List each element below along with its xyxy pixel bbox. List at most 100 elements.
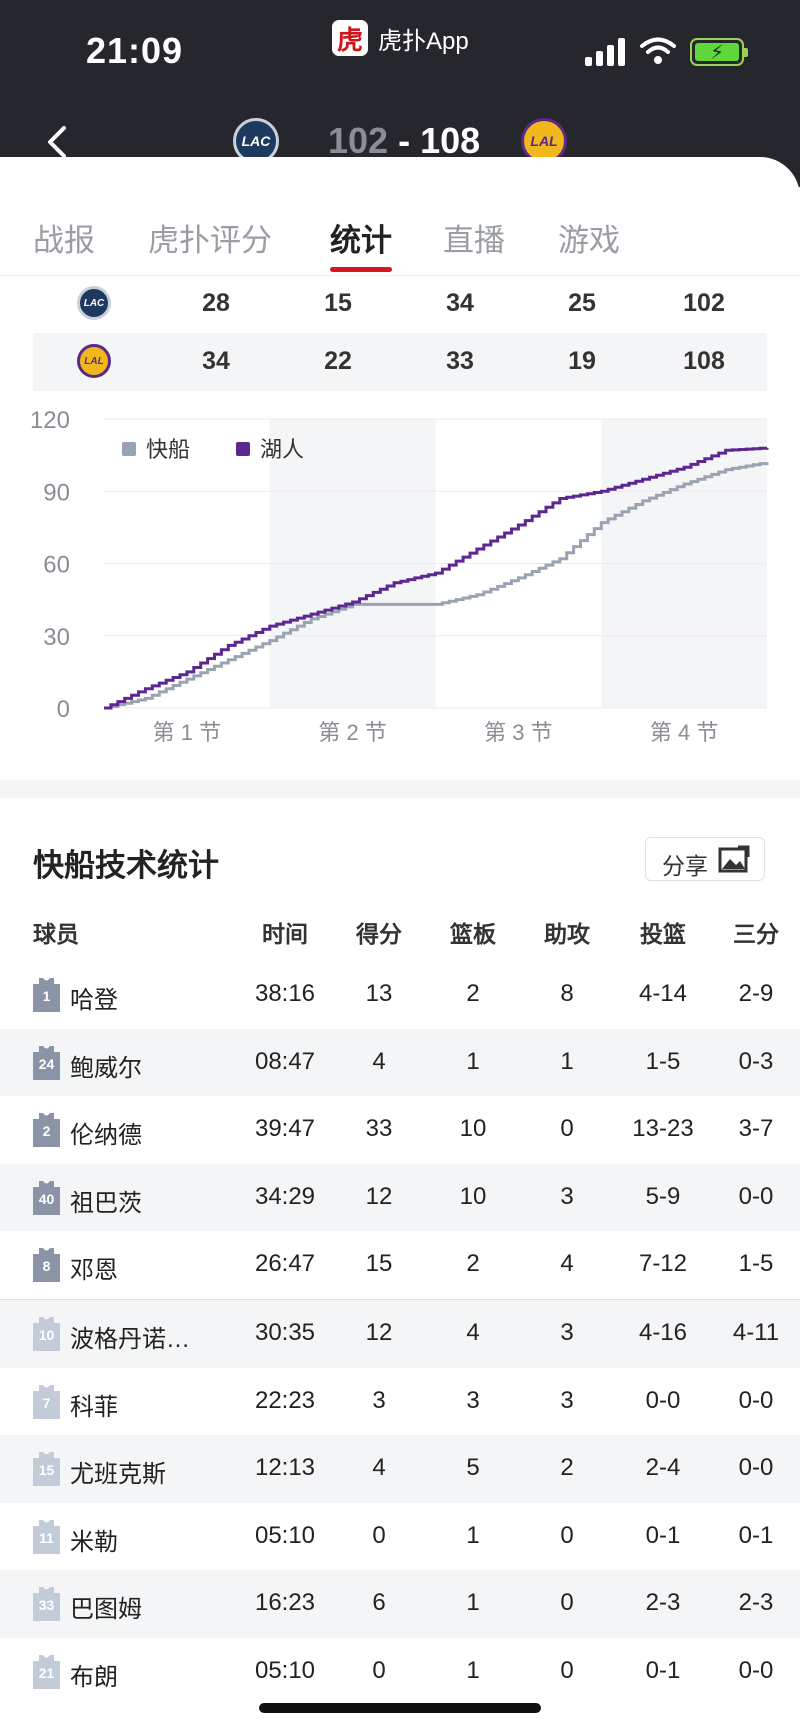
stat-pts: 3 xyxy=(372,1386,386,1414)
stat-pts: 4 xyxy=(372,1454,386,1482)
home-score: 102 xyxy=(328,120,389,161)
player-name[interactable]: 哈登 xyxy=(70,987,118,1014)
jersey-icon: 2 xyxy=(33,1113,60,1148)
active-tab-indicator xyxy=(330,267,392,272)
stat-pts: 13 xyxy=(365,980,393,1007)
tab-bar: 战报 虎扑评分 统计 直播 游戏 xyxy=(0,187,800,276)
stat-reb: 1 xyxy=(466,1047,480,1075)
cellular-signal-icon xyxy=(585,38,627,66)
stat-time: 05:10 xyxy=(254,1521,316,1549)
player-name[interactable]: 伦纳德 xyxy=(70,1122,142,1150)
tab-live[interactable]: 直播 xyxy=(443,223,505,258)
player-row[interactable]: 1 哈登 38:16 13 2 8 4-14 2-9 xyxy=(0,961,800,1029)
jersey-number: 7 xyxy=(42,1394,51,1411)
stat-fg: 4-16 xyxy=(638,1318,688,1346)
player-name[interactable]: 波格丹诺… xyxy=(70,1325,190,1353)
share-button[interactable]: 分享 xyxy=(645,837,765,881)
top-bar: 21:09 虎 虎扑App ⚡ LAC 102 - 108 LAL xyxy=(0,0,800,187)
content-sheet: 战报 虎扑评分 统计 直播 游戏 xyxy=(0,157,800,1731)
player-name[interactable]: 巴图姆 xyxy=(70,1596,142,1624)
stat-ast: 0 xyxy=(560,1521,574,1549)
jersey-icon: 15 xyxy=(33,1452,60,1487)
app-name: 虎扑App xyxy=(378,27,469,55)
stat-three: 4-11 xyxy=(732,1318,780,1346)
stat-ast: 2 xyxy=(560,1454,574,1482)
jersey-icon: 11 xyxy=(33,1519,60,1554)
x-category-label: 第 3 节 xyxy=(484,720,552,745)
stat-ast: 3 xyxy=(560,1182,574,1210)
clippers-logo-icon[interactable]: LAC xyxy=(233,118,279,164)
stat-three: 3-7 xyxy=(738,1115,774,1143)
stat-reb: 1 xyxy=(466,1521,480,1549)
player-row[interactable]: 8 邓恩 26:47 15 2 4 7-12 1-5 xyxy=(0,1231,800,1299)
jersey-number: 24 xyxy=(38,1055,55,1072)
home-indicator xyxy=(259,1703,541,1713)
jersey-icon: 21 xyxy=(33,1654,60,1689)
lakers-logo-icon[interactable]: LAL xyxy=(521,118,567,164)
battery-icon: ⚡ xyxy=(690,38,748,66)
tab-report[interactable]: 战报 xyxy=(33,223,95,258)
col-assists[interactable]: 助攻 xyxy=(544,921,590,947)
stats-section-title: 快船技术统计 xyxy=(33,848,219,883)
stat-pts: 12 xyxy=(365,1318,393,1346)
player-row[interactable]: 24 鲍威尔 08:47 4 1 1 1-5 0-3 xyxy=(0,1028,800,1097)
player-name[interactable]: 邓恩 xyxy=(70,1257,118,1285)
legend-swatch xyxy=(236,442,250,456)
back-arrow-icon[interactable] xyxy=(38,122,78,162)
stat-time: 22:23 xyxy=(254,1386,316,1414)
stat-fg: 0-0 xyxy=(645,1386,681,1414)
col-rebounds[interactable]: 篮板 xyxy=(450,921,496,947)
quarter-score: 25 xyxy=(568,289,596,317)
player-row[interactable]: 15 尤班克斯 12:13 4 5 2 2-4 0-0 xyxy=(0,1435,800,1503)
y-tick-label: 0 xyxy=(57,696,70,723)
stat-reb: 1 xyxy=(466,1656,480,1684)
stat-time: 16:23 xyxy=(254,1589,316,1617)
tab-games[interactable]: 游戏 xyxy=(558,223,620,258)
player-row[interactable]: 33 巴图姆 16:23 6 1 0 2-3 2-3 xyxy=(0,1570,800,1638)
player-name[interactable]: 鲍威尔 xyxy=(70,1054,142,1082)
tab-stats[interactable]: 统计 xyxy=(330,223,392,258)
col-three-pointers[interactable]: 三分 xyxy=(733,921,779,947)
player-name[interactable]: 布朗 xyxy=(70,1663,118,1691)
col-time[interactable]: 时间 xyxy=(262,921,308,947)
legend-swatch xyxy=(122,442,136,456)
player-row[interactable]: 40 祖巴茨 34:29 12 10 3 5-9 0-0 xyxy=(0,1163,800,1232)
stat-time: 34:29 xyxy=(254,1182,316,1210)
col-points[interactable]: 得分 xyxy=(356,921,402,947)
stat-fg: 7-12 xyxy=(638,1250,688,1278)
player-row[interactable]: 11 米勒 05:10 0 1 0 0-1 0-1 xyxy=(0,1503,800,1571)
stat-reb: 2 xyxy=(466,980,480,1007)
stat-pts: 4 xyxy=(372,1047,386,1075)
jersey-number: 11 xyxy=(39,1529,54,1546)
jersey-icon: 1 xyxy=(33,978,60,1012)
series-line-lakers xyxy=(104,446,769,710)
stat-pts: 12 xyxy=(365,1182,393,1210)
stat-fg: 0-1 xyxy=(645,1656,681,1684)
quarter-score-table: LAC 28 15 34 25 102 LAL 34 22 33 19 108 xyxy=(33,275,767,391)
player-row[interactable]: 21 布朗 05:10 0 1 0 0-1 0-0 xyxy=(0,1638,800,1706)
jersey-icon: 40 xyxy=(33,1180,60,1215)
y-tick-label: 30 xyxy=(43,624,70,651)
jersey-number: 2 xyxy=(42,1123,51,1140)
jersey-icon: 8 xyxy=(33,1248,60,1283)
col-player[interactable]: 球员 xyxy=(33,921,79,947)
stat-reb: 2 xyxy=(466,1250,480,1278)
player-row[interactable]: 2 伦纳德 39:47 33 10 0 13-23 3-7 xyxy=(0,1096,800,1164)
stat-ast: 8 xyxy=(560,980,574,1007)
stat-ast: 1 xyxy=(560,1047,574,1075)
stat-time: 30:35 xyxy=(254,1318,316,1346)
col-field-goals[interactable]: 投篮 xyxy=(640,921,686,947)
player-row[interactable]: 10 波格丹诺… 30:35 12 4 3 4-16 4-11 xyxy=(0,1298,800,1368)
stat-time: 26:47 xyxy=(254,1250,316,1278)
stat-three: 2-9 xyxy=(738,980,774,1007)
jersey-icon: 7 xyxy=(33,1384,60,1419)
player-name[interactable]: 祖巴茨 xyxy=(70,1189,142,1217)
player-row[interactable]: 7 科菲 22:23 3 3 3 0-0 0-0 xyxy=(0,1368,800,1436)
total-score: 108 xyxy=(683,347,725,375)
stat-pts: 0 xyxy=(372,1521,386,1549)
player-name[interactable]: 尤班克斯 xyxy=(70,1461,166,1489)
tab-rating[interactable]: 虎扑评分 xyxy=(148,223,272,258)
player-name[interactable]: 科菲 xyxy=(70,1393,118,1421)
player-name[interactable]: 米勒 xyxy=(70,1528,118,1556)
stat-three: 0-0 xyxy=(738,1386,774,1414)
